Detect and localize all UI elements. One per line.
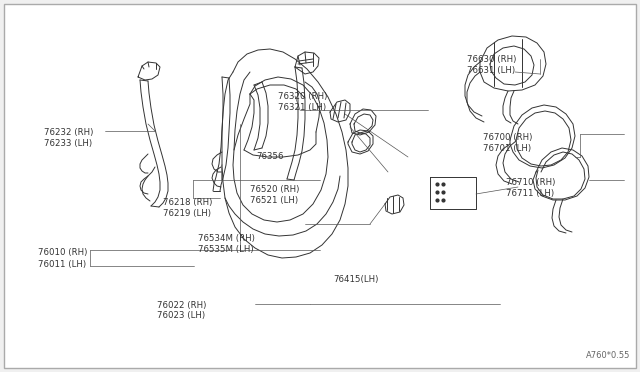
Text: 76534M (RH): 76534M (RH) [198, 234, 255, 243]
FancyBboxPatch shape [4, 4, 636, 368]
Text: 76631 (LH): 76631 (LH) [467, 66, 515, 75]
Text: 76011 (LH): 76011 (LH) [38, 260, 86, 269]
Text: 76233 (LH): 76233 (LH) [44, 139, 92, 148]
Text: 76700 (RH): 76700 (RH) [483, 133, 532, 142]
Text: 76701 (LH): 76701 (LH) [483, 144, 531, 153]
Text: 76710 (RH): 76710 (RH) [506, 178, 555, 187]
Text: 76520 (RH): 76520 (RH) [250, 185, 299, 194]
Text: 76711 (LH): 76711 (LH) [506, 189, 554, 198]
Text: 76356: 76356 [256, 152, 284, 161]
Text: 76535M (LH): 76535M (LH) [198, 245, 254, 254]
Text: 76415(LH): 76415(LH) [333, 275, 378, 284]
Text: 76022 (RH): 76022 (RH) [157, 301, 206, 310]
Text: 76023 (LH): 76023 (LH) [157, 311, 205, 320]
Text: 76232 (RH): 76232 (RH) [44, 128, 93, 137]
Text: 76219 (LH): 76219 (LH) [163, 209, 211, 218]
Text: 76320 (RH): 76320 (RH) [278, 92, 328, 101]
Text: 76521 (LH): 76521 (LH) [250, 196, 298, 205]
Text: 76010 (RH): 76010 (RH) [38, 248, 88, 257]
Text: 76218 (RH): 76218 (RH) [163, 198, 212, 207]
Text: 76630 (RH): 76630 (RH) [467, 55, 516, 64]
Text: A760*0.55: A760*0.55 [586, 351, 630, 360]
Text: 76321 (LH): 76321 (LH) [278, 103, 326, 112]
